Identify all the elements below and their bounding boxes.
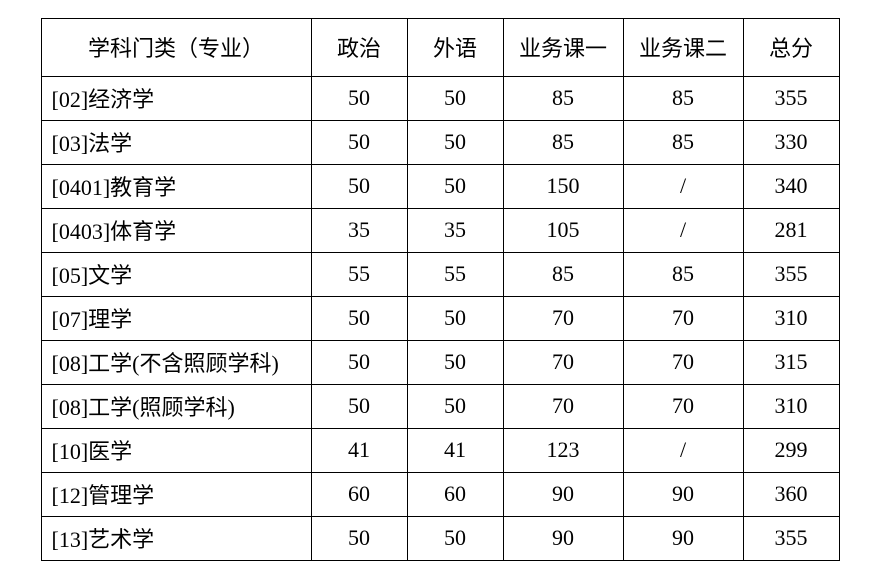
cell-course1: 123 — [503, 428, 623, 472]
cell-foreign: 60 — [407, 472, 503, 516]
cell-total: 299 — [743, 428, 839, 472]
table-row: [03]法学50508585330 — [41, 120, 839, 164]
cell-course1: 150 — [503, 164, 623, 208]
cell-course2: / — [623, 208, 743, 252]
cell-politics: 50 — [311, 164, 407, 208]
cell-total: 340 — [743, 164, 839, 208]
cell-subject: [0401]教育学 — [41, 164, 311, 208]
cell-course1: 85 — [503, 76, 623, 120]
cell-politics: 35 — [311, 208, 407, 252]
cell-total: 360 — [743, 472, 839, 516]
cell-total: 281 — [743, 208, 839, 252]
table-row: [13]艺术学50509090355 — [41, 516, 839, 560]
cell-politics: 50 — [311, 76, 407, 120]
cell-course2: 90 — [623, 516, 743, 560]
cell-course2: 90 — [623, 472, 743, 516]
cell-subject: [03]法学 — [41, 120, 311, 164]
cell-total: 355 — [743, 252, 839, 296]
cell-total: 330 — [743, 120, 839, 164]
cell-subject: [07]理学 — [41, 296, 311, 340]
cell-total: 355 — [743, 76, 839, 120]
header-row: 学科门类（专业） 政治 外语 业务课一 业务课二 总分 — [41, 18, 839, 76]
cell-politics: 55 — [311, 252, 407, 296]
cell-course1: 85 — [503, 252, 623, 296]
cell-foreign: 55 — [407, 252, 503, 296]
header-course1: 业务课一 — [503, 18, 623, 76]
cell-course2: 70 — [623, 384, 743, 428]
cell-politics: 60 — [311, 472, 407, 516]
cell-course2: 70 — [623, 296, 743, 340]
cell-total: 355 — [743, 516, 839, 560]
cell-total: 310 — [743, 296, 839, 340]
table-row: [05]文学55558585355 — [41, 252, 839, 296]
cell-course2: 70 — [623, 340, 743, 384]
cell-politics: 50 — [311, 516, 407, 560]
cell-course2: 85 — [623, 76, 743, 120]
header-subject: 学科门类（专业） — [41, 18, 311, 76]
cell-subject: [12]管理学 — [41, 472, 311, 516]
cell-politics: 50 — [311, 340, 407, 384]
cell-subject: [08]工学(不含照顾学科) — [41, 340, 311, 384]
header-politics: 政治 — [311, 18, 407, 76]
cell-foreign: 50 — [407, 384, 503, 428]
cell-foreign: 50 — [407, 296, 503, 340]
cell-foreign: 50 — [407, 164, 503, 208]
table-row: [0401]教育学5050150/340 — [41, 164, 839, 208]
cell-foreign: 50 — [407, 340, 503, 384]
table-row: [02]经济学50508585355 — [41, 76, 839, 120]
table-row: [12]管理学60609090360 — [41, 472, 839, 516]
cell-course2: / — [623, 428, 743, 472]
table-body: [02]经济学50508585355[03]法学50508585330[0401… — [41, 76, 839, 560]
cell-politics: 50 — [311, 384, 407, 428]
cell-foreign: 50 — [407, 120, 503, 164]
cell-subject: [13]艺术学 — [41, 516, 311, 560]
score-table: 学科门类（专业） 政治 外语 业务课一 业务课二 总分 [02]经济学50508… — [41, 18, 840, 561]
cell-total: 310 — [743, 384, 839, 428]
cell-course1: 85 — [503, 120, 623, 164]
cell-subject: [02]经济学 — [41, 76, 311, 120]
cell-foreign: 35 — [407, 208, 503, 252]
cell-course1: 70 — [503, 340, 623, 384]
cell-course1: 70 — [503, 384, 623, 428]
header-course2: 业务课二 — [623, 18, 743, 76]
cell-foreign: 41 — [407, 428, 503, 472]
cell-politics: 41 — [311, 428, 407, 472]
cell-politics: 50 — [311, 120, 407, 164]
cell-foreign: 50 — [407, 76, 503, 120]
cell-foreign: 50 — [407, 516, 503, 560]
table-row: [08]工学(不含照顾学科)50507070315 — [41, 340, 839, 384]
cell-subject: [0403]体育学 — [41, 208, 311, 252]
table-row: [08]工学(照顾学科)50507070310 — [41, 384, 839, 428]
cell-total: 315 — [743, 340, 839, 384]
cell-course2: / — [623, 164, 743, 208]
header-total: 总分 — [743, 18, 839, 76]
cell-course2: 85 — [623, 252, 743, 296]
table-row: [0403]体育学3535105/281 — [41, 208, 839, 252]
cell-course1: 70 — [503, 296, 623, 340]
table-row: [07]理学50507070310 — [41, 296, 839, 340]
cell-politics: 50 — [311, 296, 407, 340]
cell-course1: 90 — [503, 516, 623, 560]
cell-course1: 105 — [503, 208, 623, 252]
cell-course1: 90 — [503, 472, 623, 516]
header-foreign: 外语 — [407, 18, 503, 76]
cell-subject: [10]医学 — [41, 428, 311, 472]
table-row: [10]医学4141123/299 — [41, 428, 839, 472]
cell-subject: [05]文学 — [41, 252, 311, 296]
cell-subject: [08]工学(照顾学科) — [41, 384, 311, 428]
cell-course2: 85 — [623, 120, 743, 164]
